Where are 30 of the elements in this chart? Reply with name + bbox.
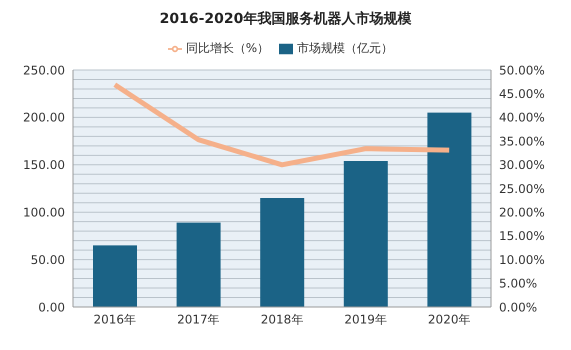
- y2-tick-label: 20.00%: [499, 205, 545, 220]
- y2-tick-label: 15.00%: [499, 229, 545, 244]
- bar: [427, 112, 472, 307]
- y2-tick-label: 50.00%: [499, 63, 545, 78]
- x-tick-label: 2017年: [177, 312, 220, 327]
- y2-tick-label: 5.00%: [499, 276, 538, 291]
- bar: [176, 222, 221, 307]
- y-tick-label: 200.00: [23, 110, 65, 125]
- bar: [93, 245, 137, 307]
- y2-tick-label: 30.00%: [499, 158, 545, 172]
- legend-label: 市场规模（亿元）: [297, 41, 394, 55]
- y2-tick-label: 0.00%: [499, 300, 538, 314]
- y-tick-label: 50.00: [30, 252, 65, 267]
- x-tick-label: 2018年: [260, 312, 304, 327]
- y-tick-label: 100.00: [23, 205, 65, 220]
- y-tick-label: 150.00: [23, 158, 65, 172]
- y2-tick-label: 45.00%: [499, 86, 545, 101]
- x-tick-label: 2019年: [344, 312, 387, 327]
- legend-label: 同比增长（%）: [186, 41, 270, 55]
- y2-tick-label: 40.00%: [499, 110, 545, 125]
- chart-title: 2016-2020年我国服务机器人市场规模: [158, 10, 412, 29]
- y-tick-label: 0.00: [38, 300, 65, 314]
- y2-tick-label: 25.00%: [499, 182, 545, 196]
- x-tick-label: 2020年: [428, 312, 470, 327]
- bar: [344, 161, 388, 307]
- x-tick-label: 2016年: [94, 312, 136, 327]
- y-tick-label: 250.00: [23, 63, 65, 78]
- y2-tick-label: 10.00%: [499, 252, 545, 267]
- y2-tick-label: 35.00%: [499, 134, 545, 148]
- bar: [260, 198, 304, 307]
